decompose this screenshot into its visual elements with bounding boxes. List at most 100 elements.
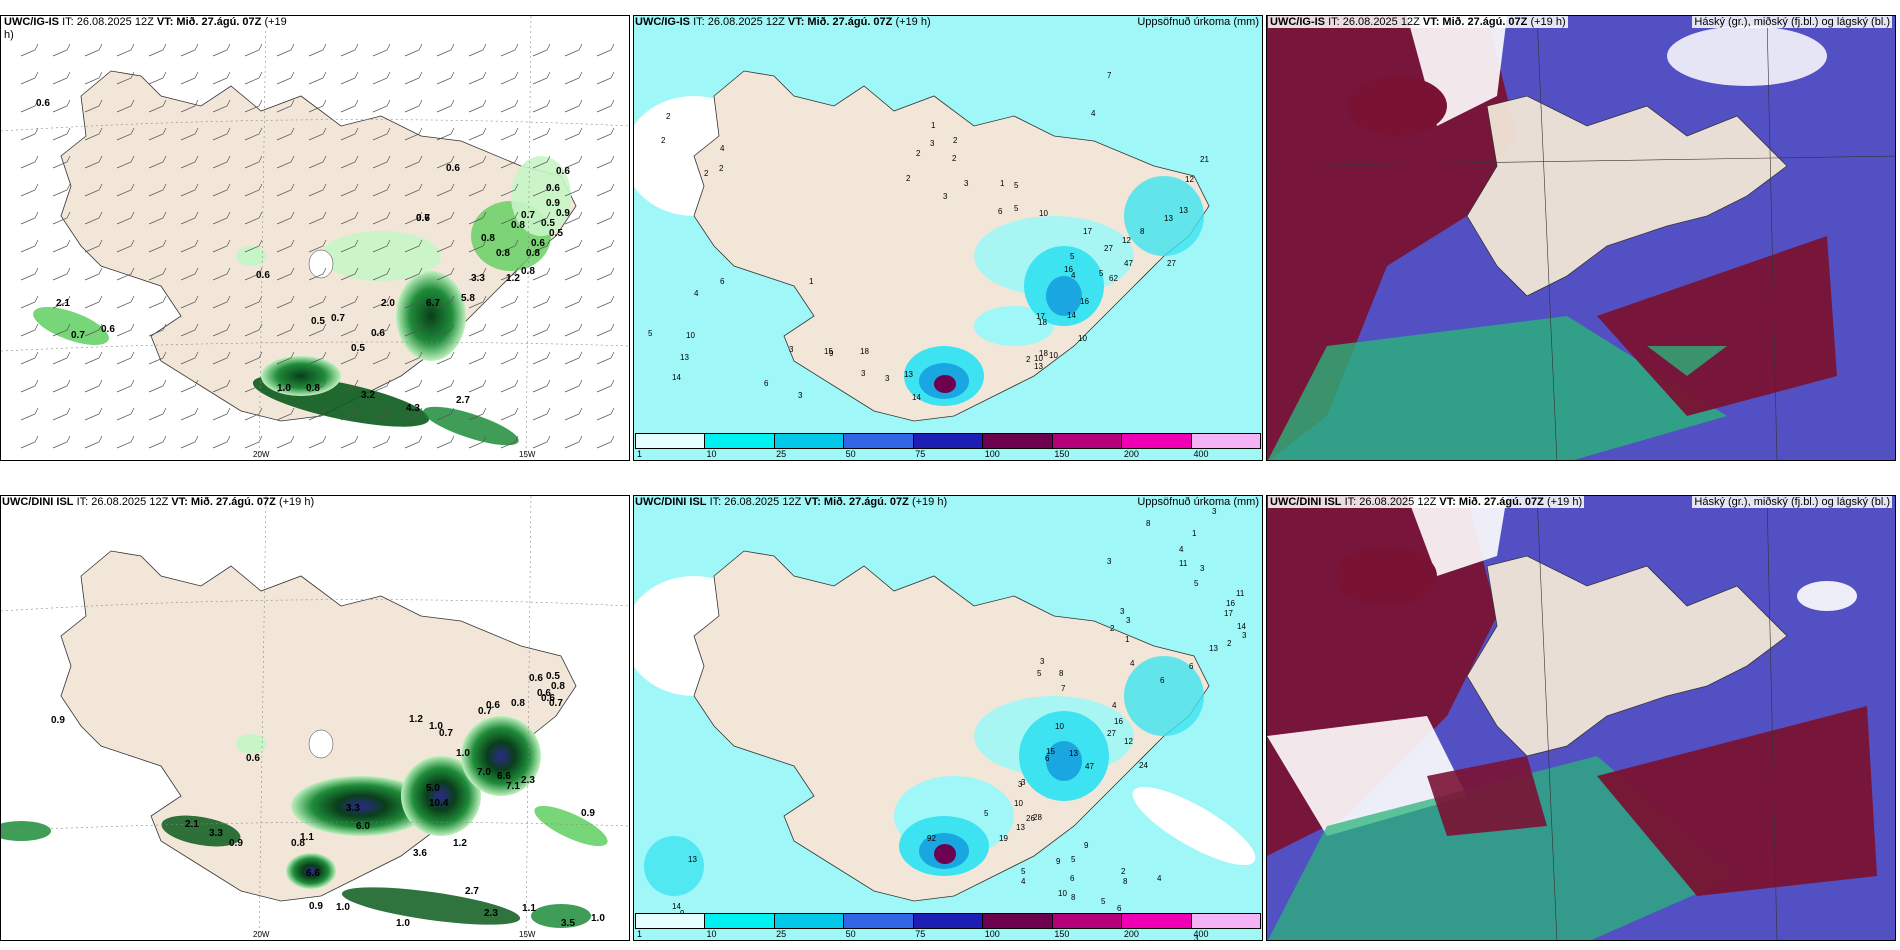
- wind-barb: [180, 267, 199, 281]
- wind-barb: [180, 43, 199, 57]
- value-label: 3: [1021, 778, 1026, 787]
- value-label: 15: [1046, 747, 1055, 756]
- value-label: 1.2: [506, 273, 520, 284]
- wind-barb: [276, 43, 295, 57]
- wind-barb: [436, 127, 455, 141]
- wind-barb: [52, 267, 71, 281]
- wind-barb: [116, 183, 135, 197]
- wind-barb: [372, 99, 391, 113]
- wind-barb: [148, 183, 167, 197]
- wind-barb: [468, 155, 487, 169]
- value-label: 13: [680, 353, 689, 362]
- wind-barb: [180, 127, 199, 141]
- colorbar-segment: [844, 914, 914, 928]
- wind-barb: [532, 267, 551, 281]
- wind-barb: [340, 183, 359, 197]
- value-label: 1.0: [429, 721, 443, 732]
- iceland-land: [693, 70, 1210, 422]
- wind-barb: [276, 71, 295, 85]
- value-label: 4: [720, 144, 725, 153]
- wind-barb: [468, 211, 487, 225]
- wind-barb: [500, 295, 519, 309]
- wind-barb: [116, 407, 135, 421]
- wind-barb: [596, 99, 615, 113]
- wind-barb: [308, 155, 327, 169]
- colorbar-segment: [913, 434, 984, 448]
- wind-barb: [308, 379, 327, 393]
- value-label: 1.0: [336, 902, 350, 913]
- wind-barb: [500, 379, 519, 393]
- wind-barb: [308, 127, 327, 141]
- value-label: 5: [984, 809, 989, 818]
- wind-barb: [596, 407, 615, 421]
- value-label: 1.0: [456, 748, 470, 759]
- wind-barb: [116, 239, 135, 253]
- value-label: 0.6: [246, 753, 260, 764]
- wind-barb: [148, 351, 167, 365]
- value-label: 17: [1083, 227, 1092, 236]
- wind-barb: [116, 43, 135, 57]
- wind-barb: [532, 323, 551, 337]
- wind-barb: [532, 407, 551, 421]
- value-label: 3: [798, 391, 803, 400]
- wind-barb: [436, 43, 455, 57]
- wind-barb: [180, 407, 199, 421]
- value-labels: 0.60.60.6 0.70.50.90.90.80.8 0.60.80.60.60…: [36, 98, 570, 414]
- wind-barb: [340, 155, 359, 169]
- wind-barb: [468, 127, 487, 141]
- wind-barb: [372, 407, 391, 421]
- wind-barb: [116, 267, 135, 281]
- wind-barb: [180, 211, 199, 225]
- wind-barb: [468, 435, 487, 449]
- colorbar-tick: 50: [845, 449, 856, 459]
- value-label: 10: [1058, 889, 1067, 898]
- value-label: 2.7: [456, 395, 470, 406]
- wind-barb: [212, 71, 231, 85]
- wind-barb: [468, 43, 487, 57]
- wind-barb: [500, 99, 519, 113]
- wind-barb: [564, 211, 583, 225]
- value-label: 11: [1236, 589, 1245, 598]
- wind-barb: [212, 183, 231, 197]
- wind-barb: [244, 99, 263, 113]
- value-label: 6.6: [306, 868, 320, 879]
- value-label: 7: [1061, 684, 1066, 693]
- wind-barb: [564, 351, 583, 365]
- value-label: 0.7: [478, 706, 492, 717]
- panel-wind-igis: 0.6 0.6 0.6 0.7 0.5 0.9 0.9 0.8 0.8 0.6 0.8 0.6 0.6 0…: [0, 15, 630, 461]
- value-label: 11: [1179, 559, 1188, 568]
- wind-barb: [596, 379, 615, 393]
- wind-barb: [180, 71, 199, 85]
- wind-barb: [308, 183, 327, 197]
- wind-barb: [596, 351, 615, 365]
- wind-barb: [340, 267, 359, 281]
- wind-barb: [180, 435, 199, 449]
- value-label: 13: [1069, 749, 1078, 758]
- value-label: 16: [1064, 265, 1073, 274]
- wind-barb: [564, 407, 583, 421]
- value-label: 0.9: [546, 198, 560, 209]
- value-label: 4: [1091, 109, 1096, 118]
- colorbar-segment: [1052, 434, 1123, 448]
- precip-colorbar: 1 10 25 50 75 100 150 200 400: [635, 433, 1261, 459]
- value-label: 3: [1040, 657, 1045, 666]
- value-label: 2: [661, 136, 666, 145]
- value-label: 17: [1224, 609, 1233, 618]
- value-label: 1.0: [277, 383, 291, 394]
- wind-barb: [52, 295, 71, 309]
- wind-barb: [52, 71, 71, 85]
- wind-barb: [212, 407, 231, 421]
- wind-barb: [244, 407, 263, 421]
- wind-barb: [244, 155, 263, 169]
- wind-barb: [20, 323, 39, 337]
- wind-barb: [148, 155, 167, 169]
- value-label: 2.3: [484, 908, 498, 919]
- value-label: 1.2: [409, 714, 423, 725]
- value-label: 3: [1107, 557, 1112, 566]
- wind-barb: [116, 323, 135, 337]
- wind-barb: [564, 43, 583, 57]
- wind-barb: [20, 71, 39, 85]
- value-label: 12: [1124, 737, 1133, 746]
- value-label: 4.3: [406, 403, 420, 414]
